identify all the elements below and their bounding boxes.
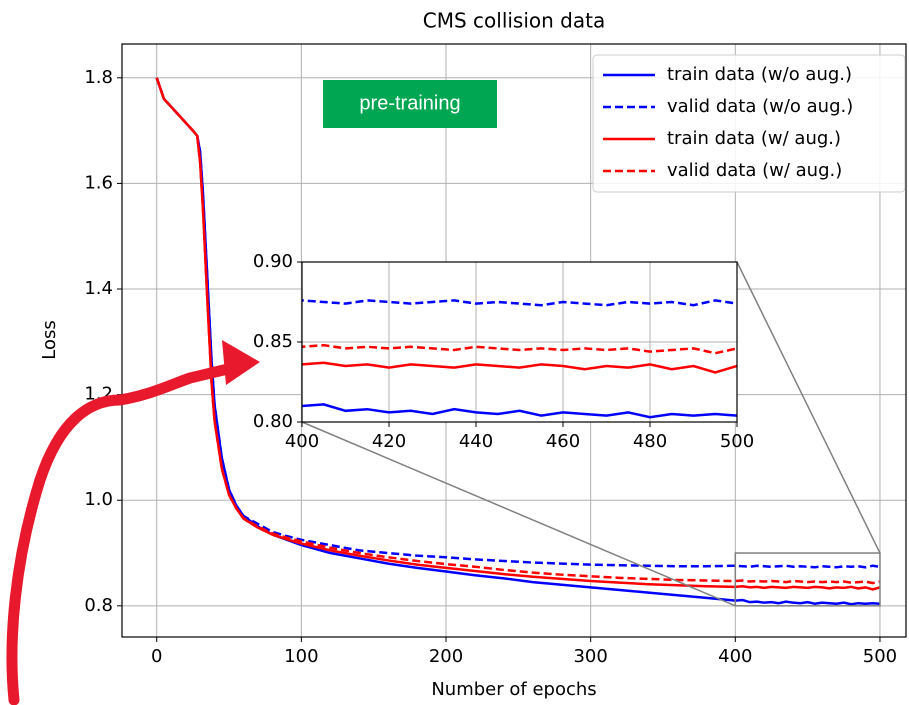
series-line — [155, 77, 881, 591]
y-tick-label: 1.6 — [84, 172, 113, 193]
x-tick-label: 100 — [284, 646, 318, 667]
annotation-box — [323, 80, 497, 128]
legend-label: valid data (w/o aug.) — [667, 96, 853, 117]
y-tick-label: 0.90 — [253, 251, 293, 272]
legend-label: valid data (w/ aug.) — [667, 160, 842, 181]
y-tick-label: 0.80 — [253, 411, 293, 432]
x-tick-label: 0 — [151, 646, 162, 667]
series-line — [155, 77, 881, 569]
x-tick-label: 440 — [459, 431, 493, 452]
legend-label: train data (w/ aug.) — [667, 128, 841, 149]
zoom-connector — [736, 261, 881, 554]
annotation: pre-training — [359, 92, 460, 114]
series-line — [155, 77, 881, 585]
x-tick-label: 420 — [372, 431, 406, 452]
series-line — [302, 403, 737, 419]
chart-title: CMS collision data — [423, 9, 605, 33]
series-line — [302, 299, 737, 307]
x-axis-label: Number of epochs — [431, 679, 596, 700]
x-tick-label: 500 — [863, 646, 897, 667]
zoom-box — [734, 552, 881, 607]
series-line — [302, 343, 737, 355]
x-tick-label: 200 — [429, 646, 463, 667]
legend-label: train data (w/o aug.) — [667, 64, 852, 85]
x-tick-label: 400 — [718, 646, 752, 667]
arrow-head — [222, 340, 260, 385]
y-tick-label: 1.4 — [84, 278, 113, 299]
x-tick-label: 460 — [546, 431, 580, 452]
y-axis-label: Loss — [39, 320, 60, 359]
x-tick-label: 500 — [720, 431, 754, 452]
axes-frame — [301, 261, 738, 423]
arrow-stroke — [6, 362, 238, 705]
y-tick-label: 1.8 — [84, 67, 113, 88]
x-tick-label: 300 — [573, 646, 607, 667]
x-tick-label: 480 — [633, 431, 667, 452]
legend: train data (w/o aug.) valid data (w/o aug… — [592, 54, 906, 193]
inset-axes: 400 420 440 460 480 500 0.80 0.85 0.90 — [253, 251, 754, 452]
y-tick-label: 1.0 — [84, 489, 113, 510]
x-tick-label: 400 — [285, 431, 319, 452]
y-tick-label: 0.8 — [84, 595, 113, 616]
series-line — [302, 361, 737, 374]
legend-box — [592, 54, 906, 193]
y-tick-label: 0.85 — [253, 331, 293, 352]
zoom-connector — [301, 421, 736, 607]
axes-frame — [121, 43, 907, 638]
